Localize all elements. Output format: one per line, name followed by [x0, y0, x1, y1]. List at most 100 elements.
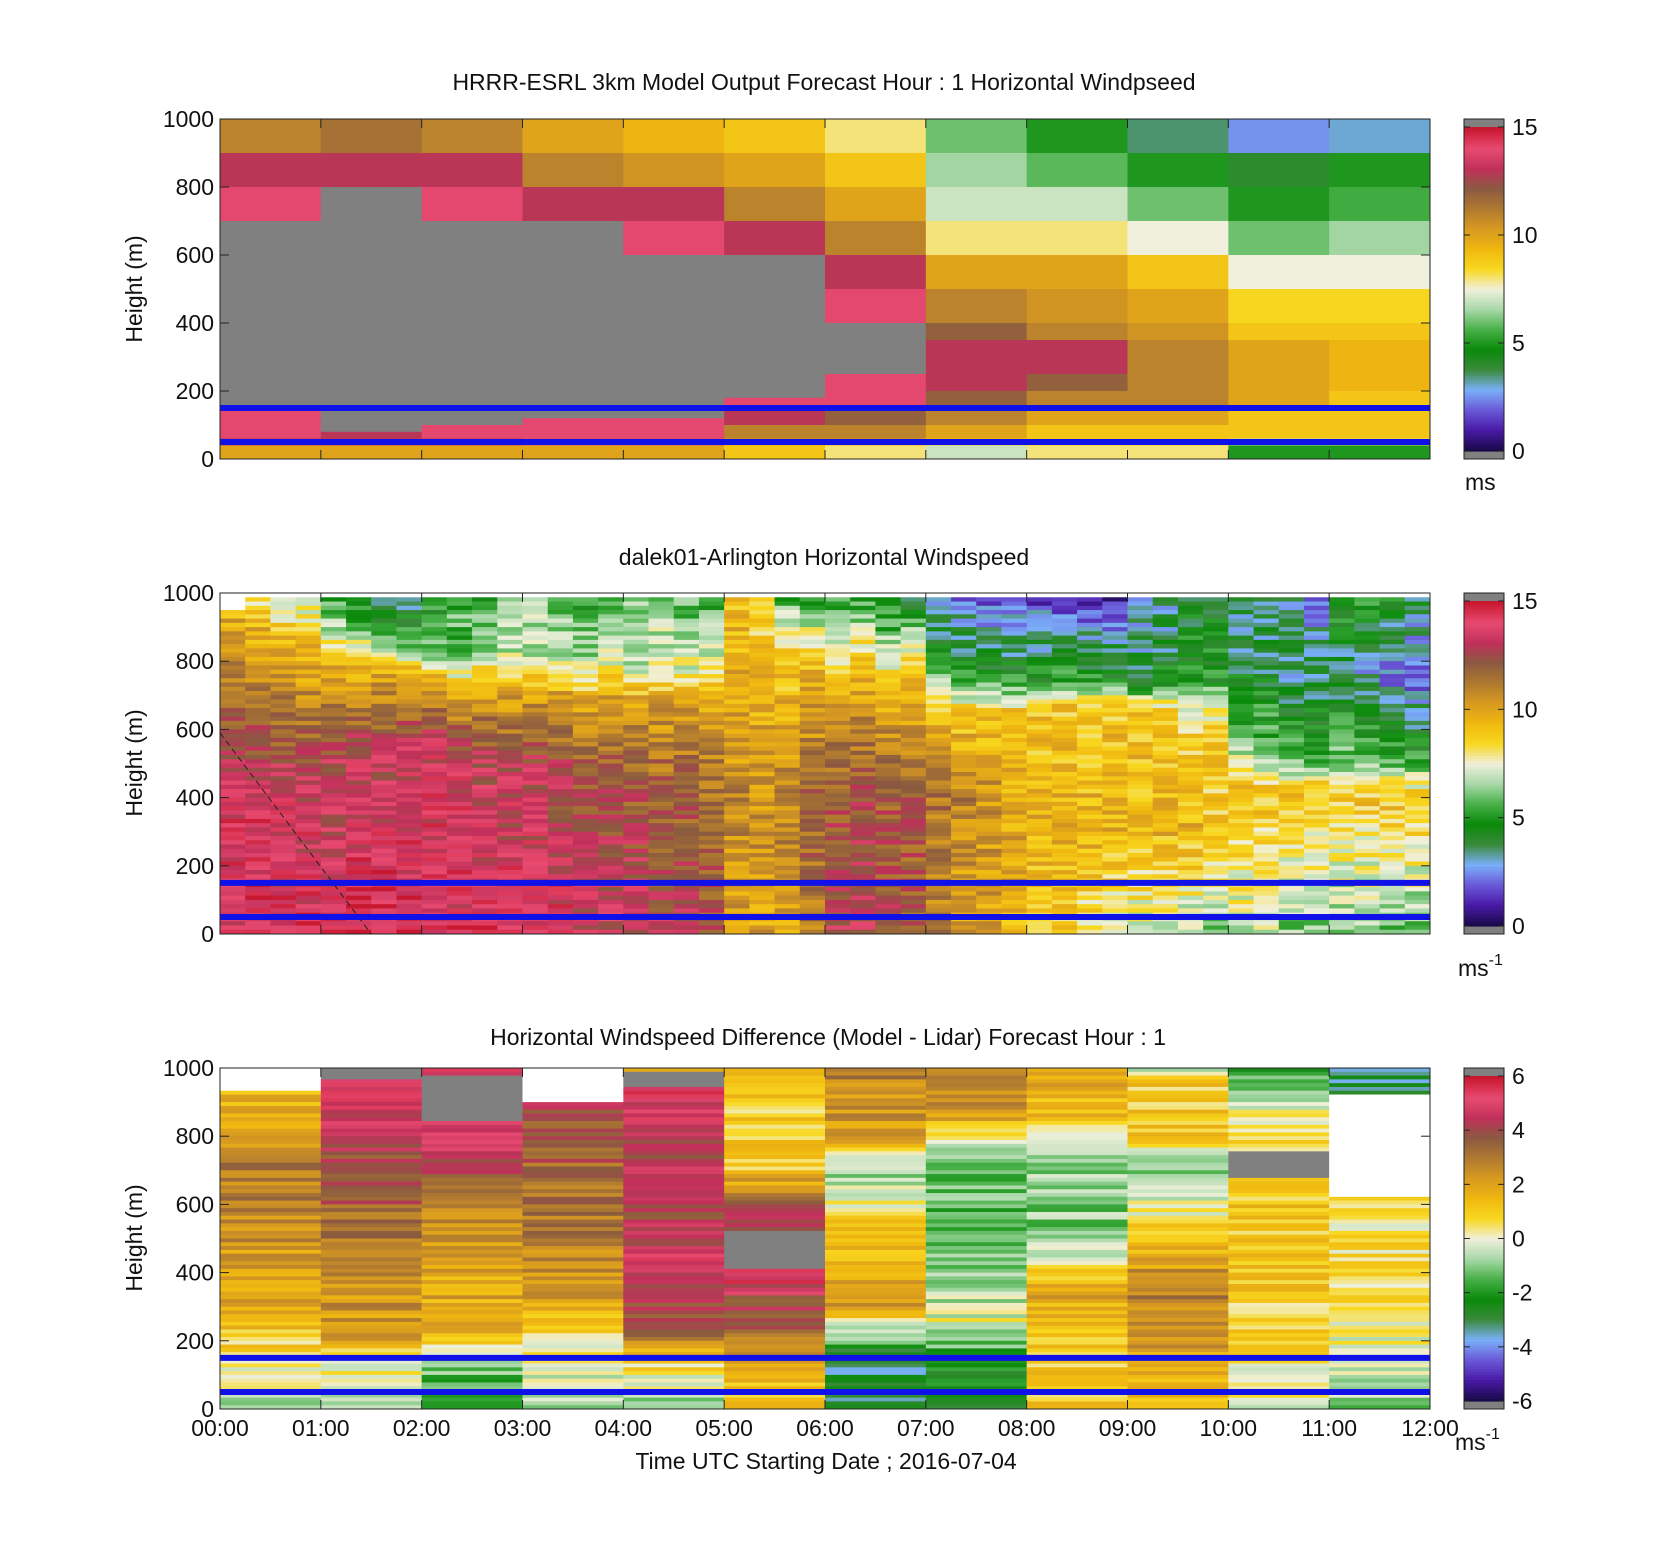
heatmap-cell [396, 703, 423, 709]
heatmap-cell [925, 754, 952, 760]
heatmap-cell [598, 921, 624, 926]
heatmap-cell [1077, 737, 1103, 743]
heatmap-cell [850, 831, 876, 837]
colorbar-segment [1464, 205, 1504, 209]
heatmap-cell [522, 1276, 624, 1281]
heatmap-cell [1203, 870, 1229, 875]
heatmap-cell [900, 835, 927, 841]
heatmap-cell [421, 1314, 523, 1319]
heatmap-cell [1278, 665, 1305, 671]
heatmap-cell [724, 925, 750, 931]
heatmap-cell [1026, 597, 1053, 603]
heatmap-cell [522, 895, 549, 901]
colorbar-segment [1464, 256, 1504, 260]
heatmap-cell [673, 618, 700, 624]
heatmap-cell [825, 763, 851, 769]
heatmap-cell [774, 844, 801, 850]
heatmap-cell [825, 695, 851, 701]
heatmap-cell [825, 772, 851, 777]
heatmap-cell [875, 593, 902, 598]
heatmap-cell [1303, 622, 1330, 628]
heatmap-cell [623, 699, 650, 705]
heatmap-cell [1102, 720, 1128, 726]
heatmap-cell [320, 1314, 423, 1319]
heatmap-cell [1077, 925, 1103, 931]
heatmap-cell [245, 750, 271, 756]
heatmap-cell [774, 853, 801, 858]
colorbar-segment [1464, 172, 1504, 177]
heatmap-cell [522, 1215, 624, 1221]
heatmap-cell [774, 759, 801, 764]
heatmap-cell [1001, 665, 1028, 671]
heatmap-cell [295, 673, 322, 679]
heatmap-cell [1329, 844, 1355, 850]
heatmap-cell [850, 686, 876, 692]
heatmap-cell [371, 801, 397, 807]
heatmap-cell [875, 793, 902, 799]
heatmap-cell [1404, 708, 1431, 713]
heatmap-cell [421, 1238, 523, 1243]
heatmap-cell [1278, 763, 1305, 769]
heatmap-cell [724, 644, 750, 649]
heatmap-cell [623, 814, 650, 820]
heatmap-cell [497, 695, 523, 701]
heatmap-cell [522, 1242, 624, 1247]
heatmap-cell [698, 818, 725, 824]
heatmap-cell [850, 631, 876, 637]
heatmap-cell [825, 605, 851, 611]
heatmap-cell [623, 656, 650, 662]
heatmap-cell [320, 1257, 423, 1262]
heatmap-cell [522, 1374, 624, 1380]
heatmap-cell [1329, 904, 1355, 909]
heatmap-cell [1152, 601, 1179, 607]
heatmap-cell [1329, 703, 1355, 709]
heatmap-cell [673, 767, 700, 773]
heatmap-cell [220, 678, 246, 684]
heatmap-cell [724, 622, 750, 628]
heatmap-cell [623, 682, 650, 688]
heatmap-cell [1303, 678, 1330, 684]
heatmap-cell [220, 1374, 322, 1380]
heatmap-cell [951, 746, 977, 752]
heatmap-cell [925, 793, 952, 799]
heatmap-cell [1404, 656, 1431, 662]
heatmap-cell [522, 853, 549, 858]
heatmap-cell [976, 635, 1002, 641]
heatmap-cell [673, 780, 700, 786]
colorbar-segment [1464, 749, 1504, 754]
heatmap-cell [371, 712, 397, 718]
heatmap-cell [749, 870, 776, 875]
heatmap-cell [925, 929, 952, 935]
colorbar-segment [1464, 337, 1504, 341]
heatmap-cell [698, 895, 725, 901]
heatmap-cell [295, 835, 322, 841]
heatmap-cell [446, 605, 473, 611]
heatmap-cell [850, 827, 876, 833]
heatmap-cell [698, 627, 725, 632]
heatmap-cell [850, 605, 876, 611]
heatmap-cell [220, 1329, 322, 1334]
heatmap-cell [850, 835, 876, 841]
heatmap-cell [976, 870, 1002, 875]
heatmap-cell [925, 835, 952, 841]
heatmap-cell [472, 780, 498, 786]
heatmap-cell [698, 733, 725, 739]
heatmap-cell [1127, 605, 1154, 611]
heatmap-cell [698, 644, 725, 649]
heatmap-cell [976, 904, 1002, 909]
heatmap-cell [1077, 669, 1103, 675]
heatmap-cell [774, 673, 801, 679]
heatmap-cell [673, 601, 700, 607]
colorbar-segment [1464, 917, 1504, 922]
colorbar-segment [1464, 877, 1504, 881]
heatmap-cell [320, 1166, 423, 1171]
heatmap-cell [925, 669, 952, 675]
heatmap-cell [572, 627, 599, 632]
heatmap-cell [673, 848, 700, 854]
heatmap-cell [925, 712, 952, 718]
colorbar-segment [1464, 405, 1504, 409]
heatmap-cell [1127, 801, 1154, 807]
heatmap-cell [1152, 614, 1179, 620]
heatmap-cell [724, 597, 750, 603]
heatmap-cell [320, 1204, 423, 1209]
